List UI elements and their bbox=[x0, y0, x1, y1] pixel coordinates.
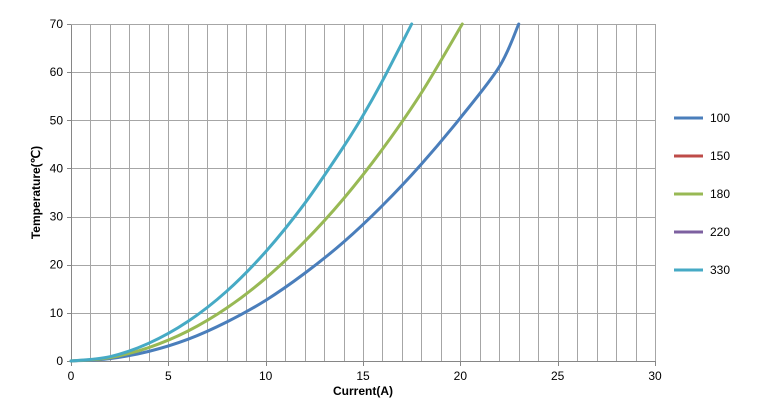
y-tick-label: 50 bbox=[50, 113, 64, 127]
y-tick-label: 60 bbox=[50, 65, 64, 79]
y-axis-title: Temperature(℃) bbox=[29, 146, 43, 239]
x-tick-label: 15 bbox=[356, 369, 370, 383]
series-line-180 bbox=[69, 22, 464, 363]
y-tick-label: 40 bbox=[50, 161, 64, 175]
axes bbox=[67, 24, 656, 366]
legend-item-330: 330 bbox=[674, 263, 730, 277]
legend-item-180: 180 bbox=[674, 187, 730, 201]
x-tick-label: 25 bbox=[551, 369, 565, 383]
legend: 100 150 180 220 330 bbox=[674, 111, 730, 277]
x-tick-label: 30 bbox=[648, 369, 662, 383]
y-tick-label: 0 bbox=[56, 354, 63, 368]
x-axis-title: Current(A) bbox=[333, 384, 393, 398]
legend-label: 180 bbox=[710, 187, 730, 201]
x-tick-label: 20 bbox=[454, 369, 468, 383]
legend-item-220: 220 bbox=[674, 225, 730, 239]
series-line-100 bbox=[69, 22, 521, 363]
y-tick-label: 10 bbox=[50, 306, 64, 320]
x-tick-label: 5 bbox=[165, 369, 172, 383]
legend-item-150: 150 bbox=[674, 149, 730, 163]
series-lines bbox=[69, 22, 521, 363]
series-line-330 bbox=[69, 22, 414, 363]
legend-label: 330 bbox=[710, 263, 730, 277]
legend-label: 100 bbox=[710, 111, 730, 125]
legend-item-100: 100 bbox=[674, 111, 730, 125]
grid bbox=[71, 24, 656, 361]
y-tick-label: 70 bbox=[50, 17, 64, 31]
legend-label: 150 bbox=[710, 149, 730, 163]
y-tick-label: 20 bbox=[50, 258, 64, 272]
y-tick-label: 30 bbox=[50, 210, 64, 224]
x-tick-label: 0 bbox=[68, 369, 75, 383]
tick-labels: 0 10 20 30 40 50 60 70 0 5 10 15 20 25 30 bbox=[50, 17, 662, 383]
x-tick-label: 10 bbox=[259, 369, 273, 383]
legend-label: 220 bbox=[710, 225, 730, 239]
